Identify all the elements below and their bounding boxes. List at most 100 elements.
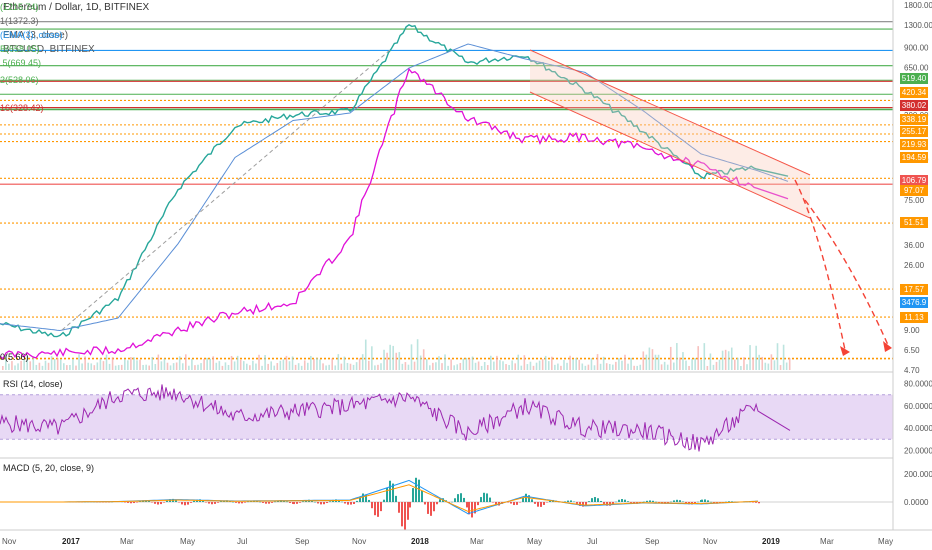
volume-bar bbox=[395, 352, 398, 370]
macd-histogram-bar bbox=[323, 502, 325, 505]
time-axis-label: 2019 bbox=[762, 537, 780, 546]
price-tag: 97.07 bbox=[900, 185, 928, 196]
macd-histogram-bar bbox=[314, 501, 316, 503]
volume-bar bbox=[69, 365, 71, 370]
volume-bar bbox=[252, 360, 254, 370]
volume-bar bbox=[236, 355, 239, 370]
volume-bar bbox=[483, 361, 486, 370]
macd-histogram-bar bbox=[409, 502, 411, 508]
volume-bar bbox=[499, 360, 501, 370]
volume-bar bbox=[547, 361, 550, 370]
macd-histogram-bar bbox=[124, 502, 126, 503]
macd-histogram-bar bbox=[642, 501, 644, 503]
rsi-label[interactable]: RSI (14, close) bbox=[3, 379, 63, 389]
price-axis-tick: 900.00 bbox=[904, 44, 929, 53]
volume-bar bbox=[53, 358, 56, 370]
price-tag: 420.34 bbox=[900, 87, 928, 98]
fib-level-label: (1215.74) bbox=[0, 2, 39, 12]
macd-histogram-bar bbox=[271, 502, 273, 503]
symbol-legend[interactable]: Ethereum / Dollar, 1D, BITFINEX bbox=[3, 2, 150, 13]
volume-bar bbox=[648, 347, 651, 370]
volume-bar bbox=[154, 364, 157, 370]
volume-bar bbox=[404, 362, 407, 370]
macd-histogram-bar bbox=[513, 502, 515, 506]
volume-bar bbox=[8, 363, 10, 370]
volume-bar bbox=[679, 357, 681, 370]
time-axis-label: 2018 bbox=[411, 537, 429, 546]
macd-histogram-bar bbox=[433, 502, 435, 512]
volume-bar bbox=[682, 352, 684, 370]
volume-bar bbox=[703, 343, 706, 370]
volume-bar bbox=[471, 356, 474, 370]
macd-pane[interactable] bbox=[0, 477, 893, 530]
eth-price-line bbox=[0, 23, 789, 338]
volume-bar bbox=[191, 359, 193, 370]
volume-bar bbox=[99, 358, 102, 370]
volume-bar bbox=[654, 354, 657, 370]
volume-bar bbox=[657, 354, 660, 370]
volume-bar bbox=[130, 357, 132, 370]
volume-bar bbox=[35, 364, 38, 370]
ema-legend[interactable]: EMA (3, close) bbox=[3, 30, 69, 41]
volume-bar bbox=[685, 360, 687, 370]
volume-bar bbox=[59, 359, 62, 370]
volume-bar bbox=[474, 362, 477, 370]
macd-histogram-bar bbox=[232, 501, 234, 503]
volume-bar bbox=[520, 365, 523, 370]
macd-histogram-bar bbox=[682, 501, 684, 502]
volume-bar bbox=[38, 362, 41, 370]
volume-bar bbox=[358, 358, 361, 370]
macd-histogram-bar bbox=[299, 502, 301, 503]
macd-histogram-bar bbox=[474, 502, 476, 514]
price-tag: 51.51 bbox=[900, 217, 928, 228]
rsi-band bbox=[0, 394, 893, 440]
volume-bar bbox=[398, 352, 401, 370]
volume-bar bbox=[249, 365, 251, 370]
macd-histogram-bar bbox=[374, 502, 376, 516]
rsi-pane[interactable] bbox=[0, 384, 893, 452]
time-axis-label: Mar bbox=[470, 537, 484, 546]
macd-label[interactable]: MACD (5, 20, close, 9) bbox=[3, 463, 95, 473]
price-tag: 380.02 bbox=[900, 100, 928, 111]
macd-histogram-bar bbox=[486, 493, 488, 502]
macd-histogram-bar bbox=[630, 502, 632, 503]
price-pane[interactable] bbox=[0, 21, 893, 370]
volume-bar bbox=[81, 363, 83, 370]
macd-histogram-bar bbox=[673, 500, 675, 502]
macd-histogram-bar bbox=[725, 501, 727, 503]
macd-histogram-bar bbox=[241, 502, 243, 504]
macd-histogram-bar bbox=[108, 502, 110, 503]
macd-histogram-bar bbox=[658, 502, 660, 503]
volume-bar bbox=[178, 356, 181, 370]
macd-histogram-bar bbox=[483, 492, 485, 502]
macd-histogram-bar bbox=[329, 501, 331, 502]
compare-legend[interactable]: BTCUSD, BITFINEX bbox=[3, 44, 95, 55]
volume-bar bbox=[114, 365, 117, 370]
support-trendline bbox=[61, 49, 391, 331]
volume-bar bbox=[608, 364, 611, 370]
volume-bar bbox=[26, 355, 28, 370]
macd-histogram-bar bbox=[398, 502, 400, 513]
rsi-axis-tick: 80.0000 bbox=[904, 380, 932, 389]
ema-line bbox=[0, 43, 789, 332]
macd-histogram-bar bbox=[235, 502, 237, 503]
price-tag: 11.13 bbox=[900, 312, 928, 323]
macd-histogram-bar bbox=[468, 502, 470, 515]
macd-histogram-bar bbox=[621, 499, 623, 502]
macd-histogram-bar bbox=[534, 502, 536, 504]
macd-histogram-bar bbox=[175, 500, 177, 502]
volume-bar bbox=[727, 351, 730, 370]
fib-level-label: (EMA(3), close) bbox=[0, 30, 63, 40]
volume-bar bbox=[368, 360, 370, 370]
volume-bar bbox=[761, 356, 764, 370]
volume-bar bbox=[630, 357, 632, 370]
time-axis-label: Sep bbox=[645, 537, 660, 546]
macd-histogram-bar bbox=[268, 502, 270, 504]
macd-histogram-bar bbox=[130, 502, 132, 504]
macd-histogram-bar bbox=[624, 499, 626, 502]
fib-level-label: B(658.05) bbox=[0, 44, 40, 54]
macd-histogram-bar bbox=[377, 502, 379, 517]
volume-bar bbox=[480, 365, 483, 370]
macd-histogram-bar bbox=[412, 488, 414, 502]
